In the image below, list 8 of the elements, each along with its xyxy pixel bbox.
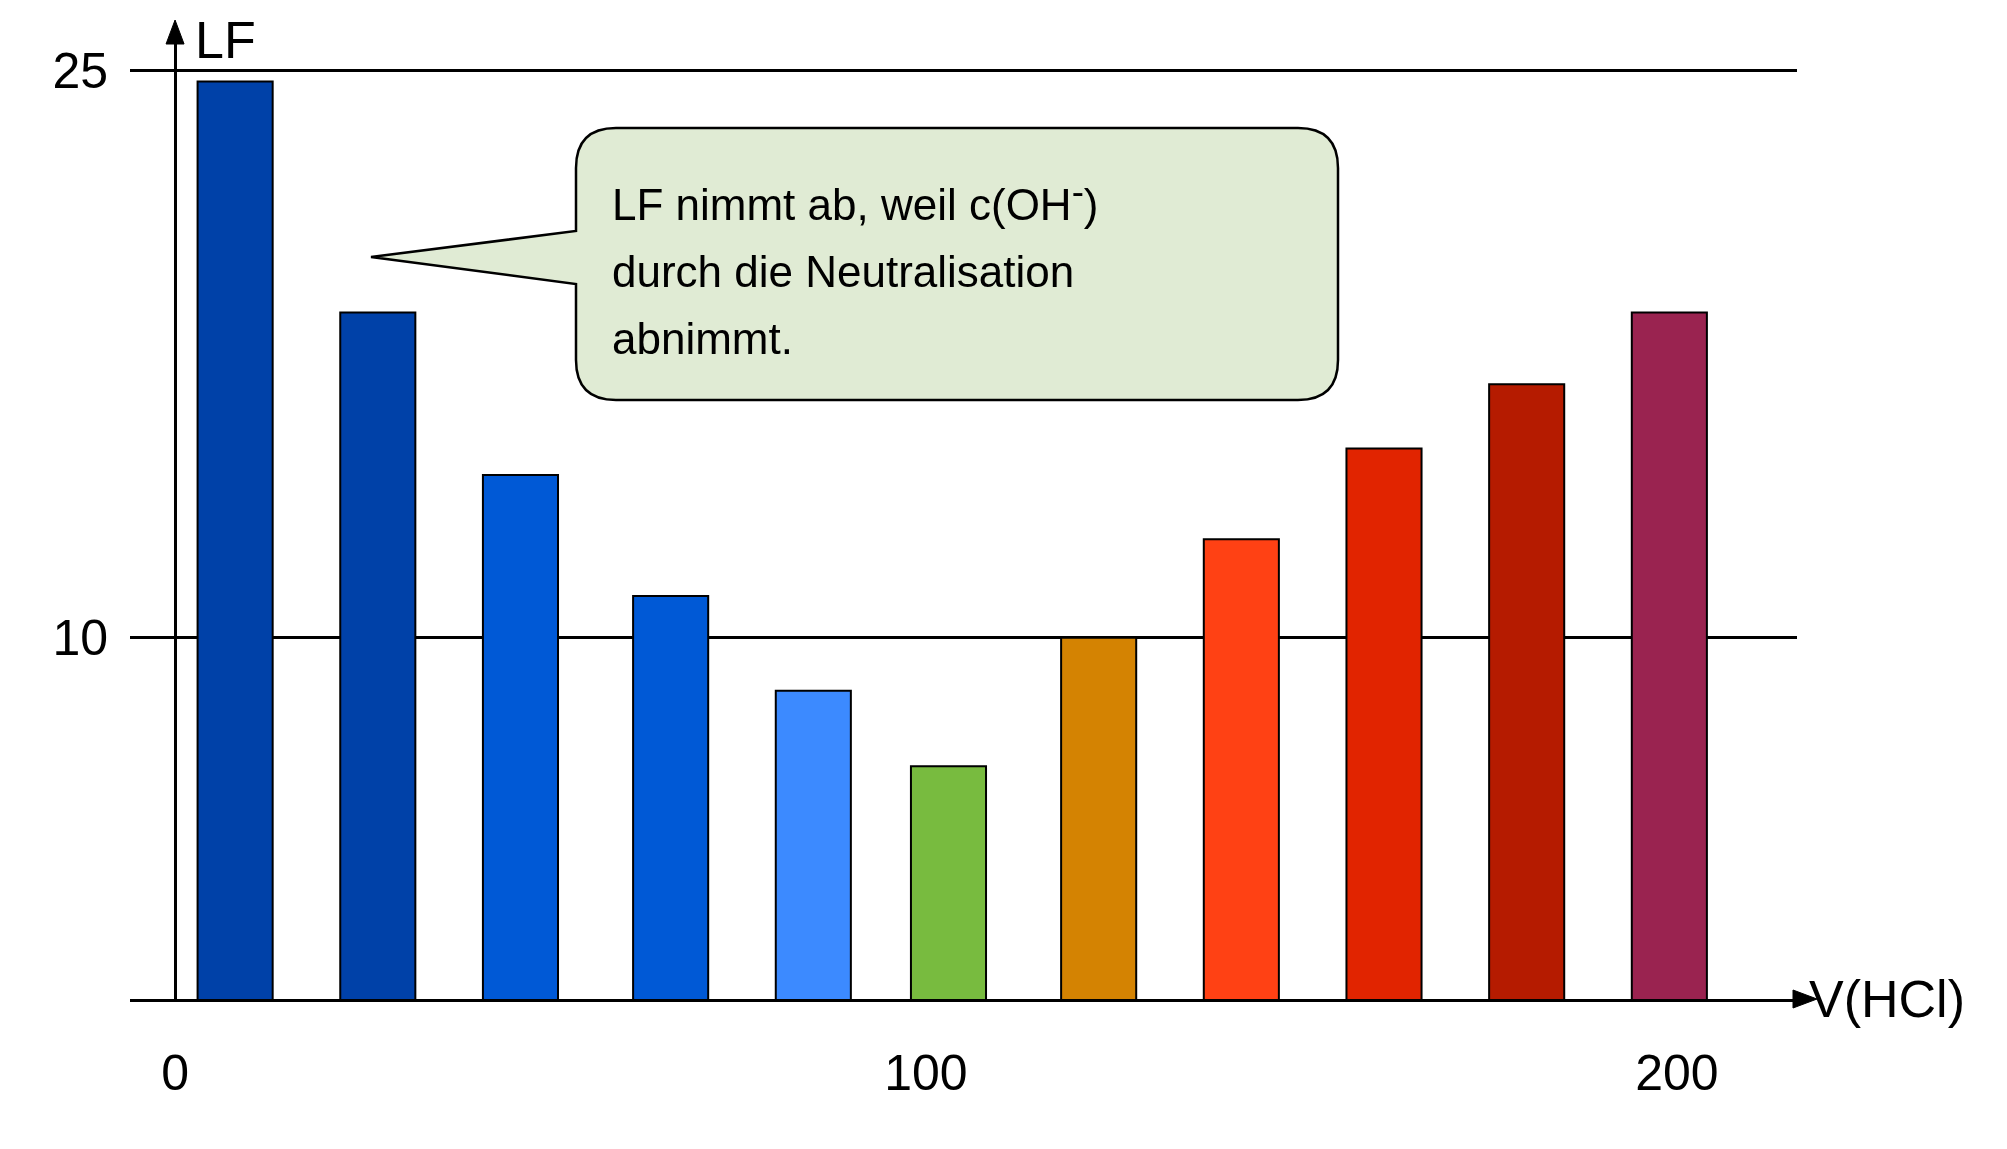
x-tick-label: 100: [884, 1045, 968, 1101]
annotation: LF nimmt ab, weil c(OH$^{-}$) durch die Neutralisation abnimmt.: [612, 170, 1099, 365]
x-axis-title: V(HCl): [1809, 970, 1965, 1028]
x-tick-label: 200: [1635, 1045, 1719, 1101]
x-tick-label: 0: [161, 1045, 189, 1101]
y-tick-label: 10: [52, 610, 109, 667]
y-tick-label: 25: [52, 42, 109, 99]
y-axis-title: LF: [195, 11, 256, 69]
